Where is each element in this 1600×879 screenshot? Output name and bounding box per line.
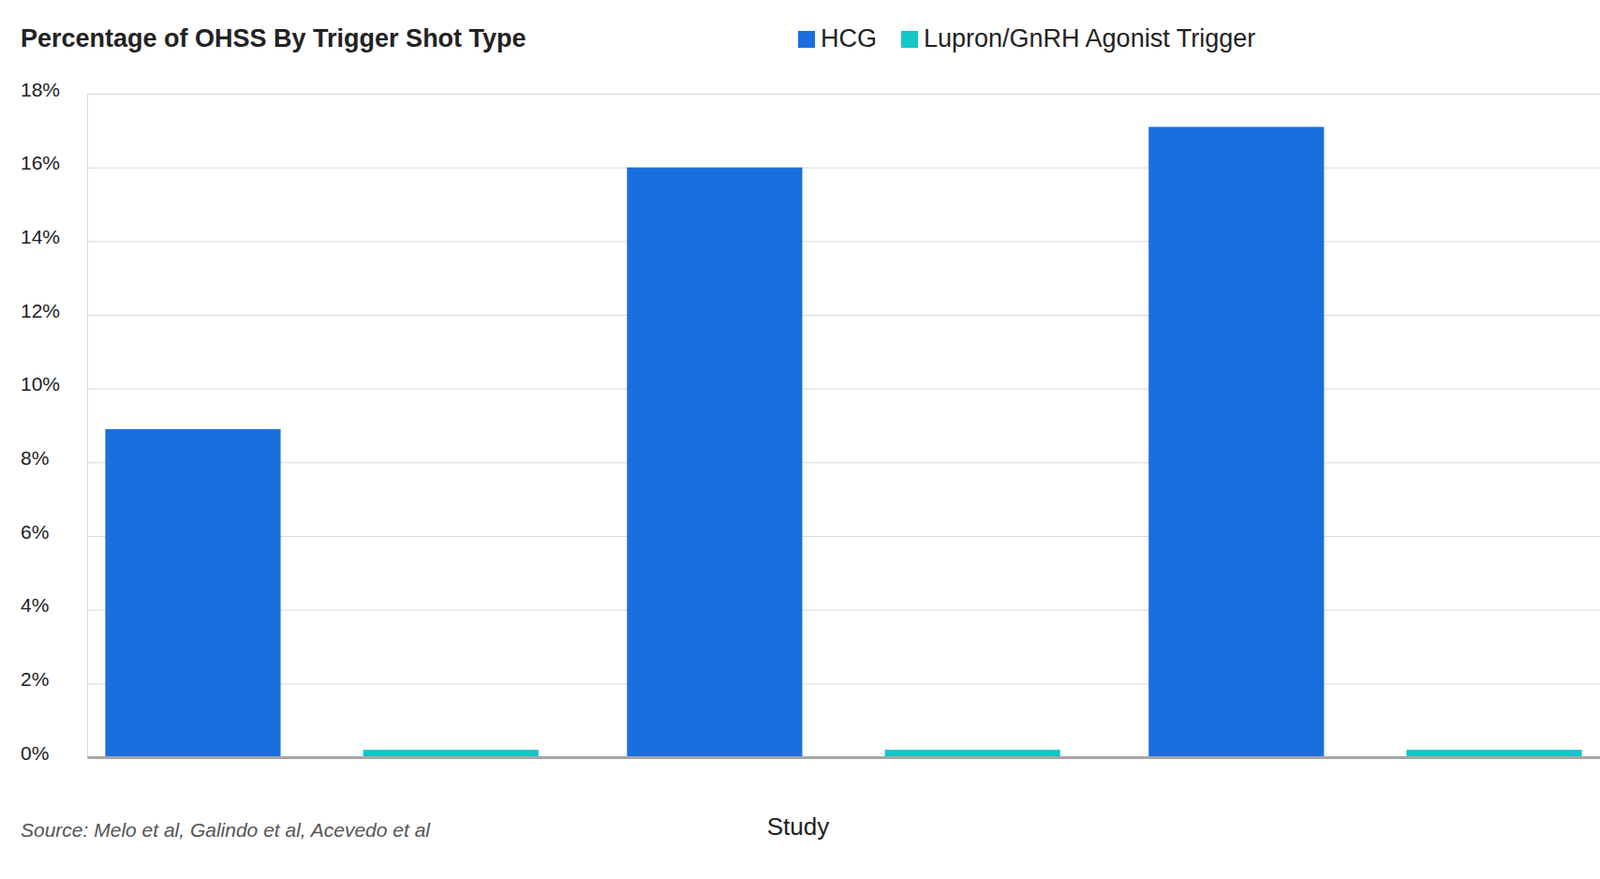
bar <box>1148 126 1324 757</box>
y-tick: 14% <box>20 225 1600 248</box>
legend-swatch <box>901 30 919 48</box>
grid-line <box>87 535 1600 537</box>
source-note: Source: Melo et al, Galindo et al, Aceve… <box>20 818 431 841</box>
y-axis-line <box>88 94 1600 758</box>
bar <box>885 749 1061 757</box>
bar <box>626 167 802 757</box>
y-tick-label: 0% <box>20 741 49 764</box>
legend-label: Lupron/GnRH Agonist Trigger <box>923 24 1256 53</box>
title: Percentage of OHSS By Trigger Shot Type <box>20 24 527 53</box>
y-tick: 12% <box>20 299 1600 322</box>
bar <box>1406 749 1582 757</box>
y-tick-label: 16% <box>20 151 60 174</box>
y-tick: 10% <box>20 372 1600 395</box>
y-tick-label: 12% <box>20 299 60 322</box>
plot: 0% 2% 4% 6% 8% 10% 12% 14% 16% 18% <box>20 78 1600 764</box>
grid-line <box>87 167 1600 169</box>
grid-line <box>87 609 1600 611</box>
y-tick-label: 10% <box>20 372 60 395</box>
grid-line <box>87 756 1600 758</box>
y-tick-label: 14% <box>20 225 60 248</box>
x-axis-line <box>88 755 1600 759</box>
y-tick: 16% <box>20 151 1600 174</box>
grid-line <box>87 240 1600 242</box>
legend: HCG Lupron/GnRH Agonist Trigger <box>798 24 1256 53</box>
grid-line <box>87 93 1600 95</box>
legend-swatch <box>798 30 815 48</box>
y-tick-label: 18% <box>20 78 60 101</box>
y-tick-label: 6% <box>20 520 49 543</box>
bars <box>104 126 1582 757</box>
bar <box>363 749 539 757</box>
grid-line <box>87 682 1600 684</box>
y-tick-label: 4% <box>20 593 49 616</box>
grid-line <box>87 314 1600 316</box>
y-tick-label: 2% <box>20 667 49 690</box>
bar <box>104 429 281 757</box>
legend-label: HCG <box>820 24 877 53</box>
y-tick: 18% <box>20 78 1600 101</box>
y-tick-label: 8% <box>20 446 49 469</box>
grid-line <box>87 388 1600 390</box>
chart: 0% 2% 4% 6% 8% 10% 12% 14% 16% 18% Percentage of O… <box>0 0 1600 879</box>
x-axis <box>88 756 1600 759</box>
x-axis-title: Study <box>767 812 830 841</box>
grid-line <box>87 461 1600 463</box>
y-axis: 0% 2% 4% 6% 8% 10% 12% 14% 16% 18% <box>20 78 1600 764</box>
